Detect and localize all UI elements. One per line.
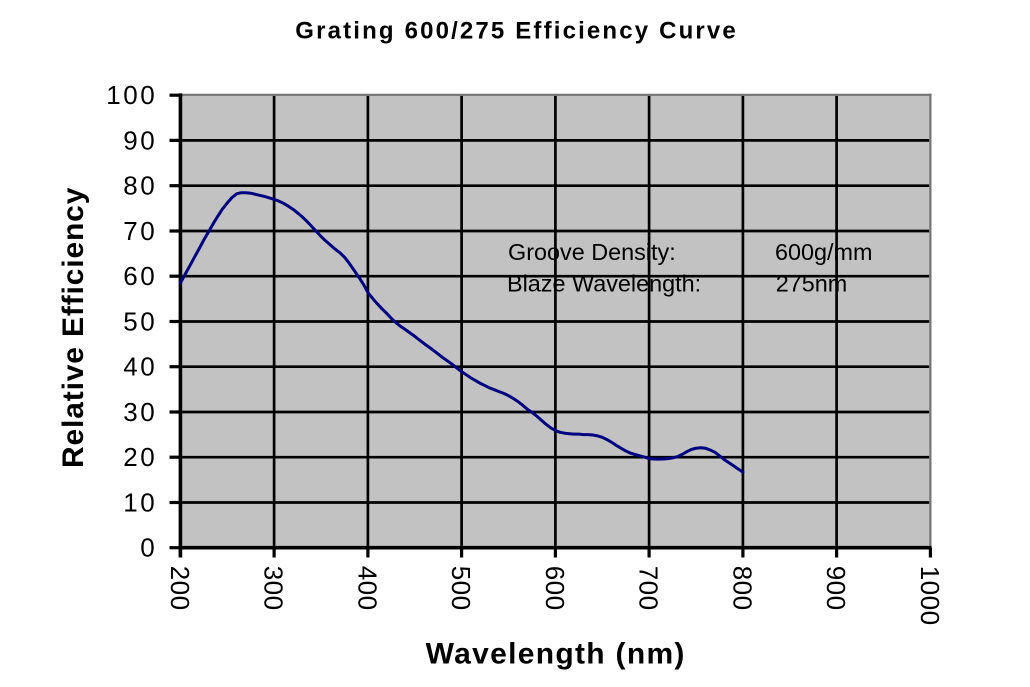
svg-text:800: 800 <box>727 566 757 611</box>
svg-text:60: 60 <box>123 261 157 291</box>
svg-text:1000: 1000 <box>915 566 945 626</box>
svg-text:80: 80 <box>123 171 157 201</box>
svg-text:400: 400 <box>352 566 382 611</box>
svg-text:200: 200 <box>165 566 195 611</box>
svg-text:90: 90 <box>123 125 157 155</box>
svg-text:0: 0 <box>140 533 157 563</box>
svg-text:900: 900 <box>821 566 851 611</box>
svg-text:30: 30 <box>123 397 157 427</box>
svg-text:600: 600 <box>540 566 570 611</box>
svg-text:100: 100 <box>106 80 157 110</box>
svg-text:500: 500 <box>446 566 476 611</box>
svg-text:40: 40 <box>123 352 157 382</box>
svg-text:70: 70 <box>123 216 157 246</box>
svg-text:10: 10 <box>123 488 157 518</box>
svg-text:50: 50 <box>123 307 157 337</box>
svg-text:Blaze Wavelength:: Blaze Wavelength: <box>507 270 701 296</box>
svg-text:20: 20 <box>123 442 157 472</box>
svg-text:Grating 600/275 Efficiency Cur: Grating 600/275 Efficiency Curve <box>295 18 738 45</box>
svg-text:Groove Density:: Groove Density: <box>508 239 676 265</box>
svg-text:600g/mm: 600g/mm <box>775 239 873 265</box>
svg-text:Wavelength (nm): Wavelength (nm) <box>426 637 686 670</box>
svg-text:300: 300 <box>259 566 289 611</box>
svg-text:Relative Efficiency: Relative Efficiency <box>57 187 90 468</box>
svg-text:700: 700 <box>634 566 664 611</box>
